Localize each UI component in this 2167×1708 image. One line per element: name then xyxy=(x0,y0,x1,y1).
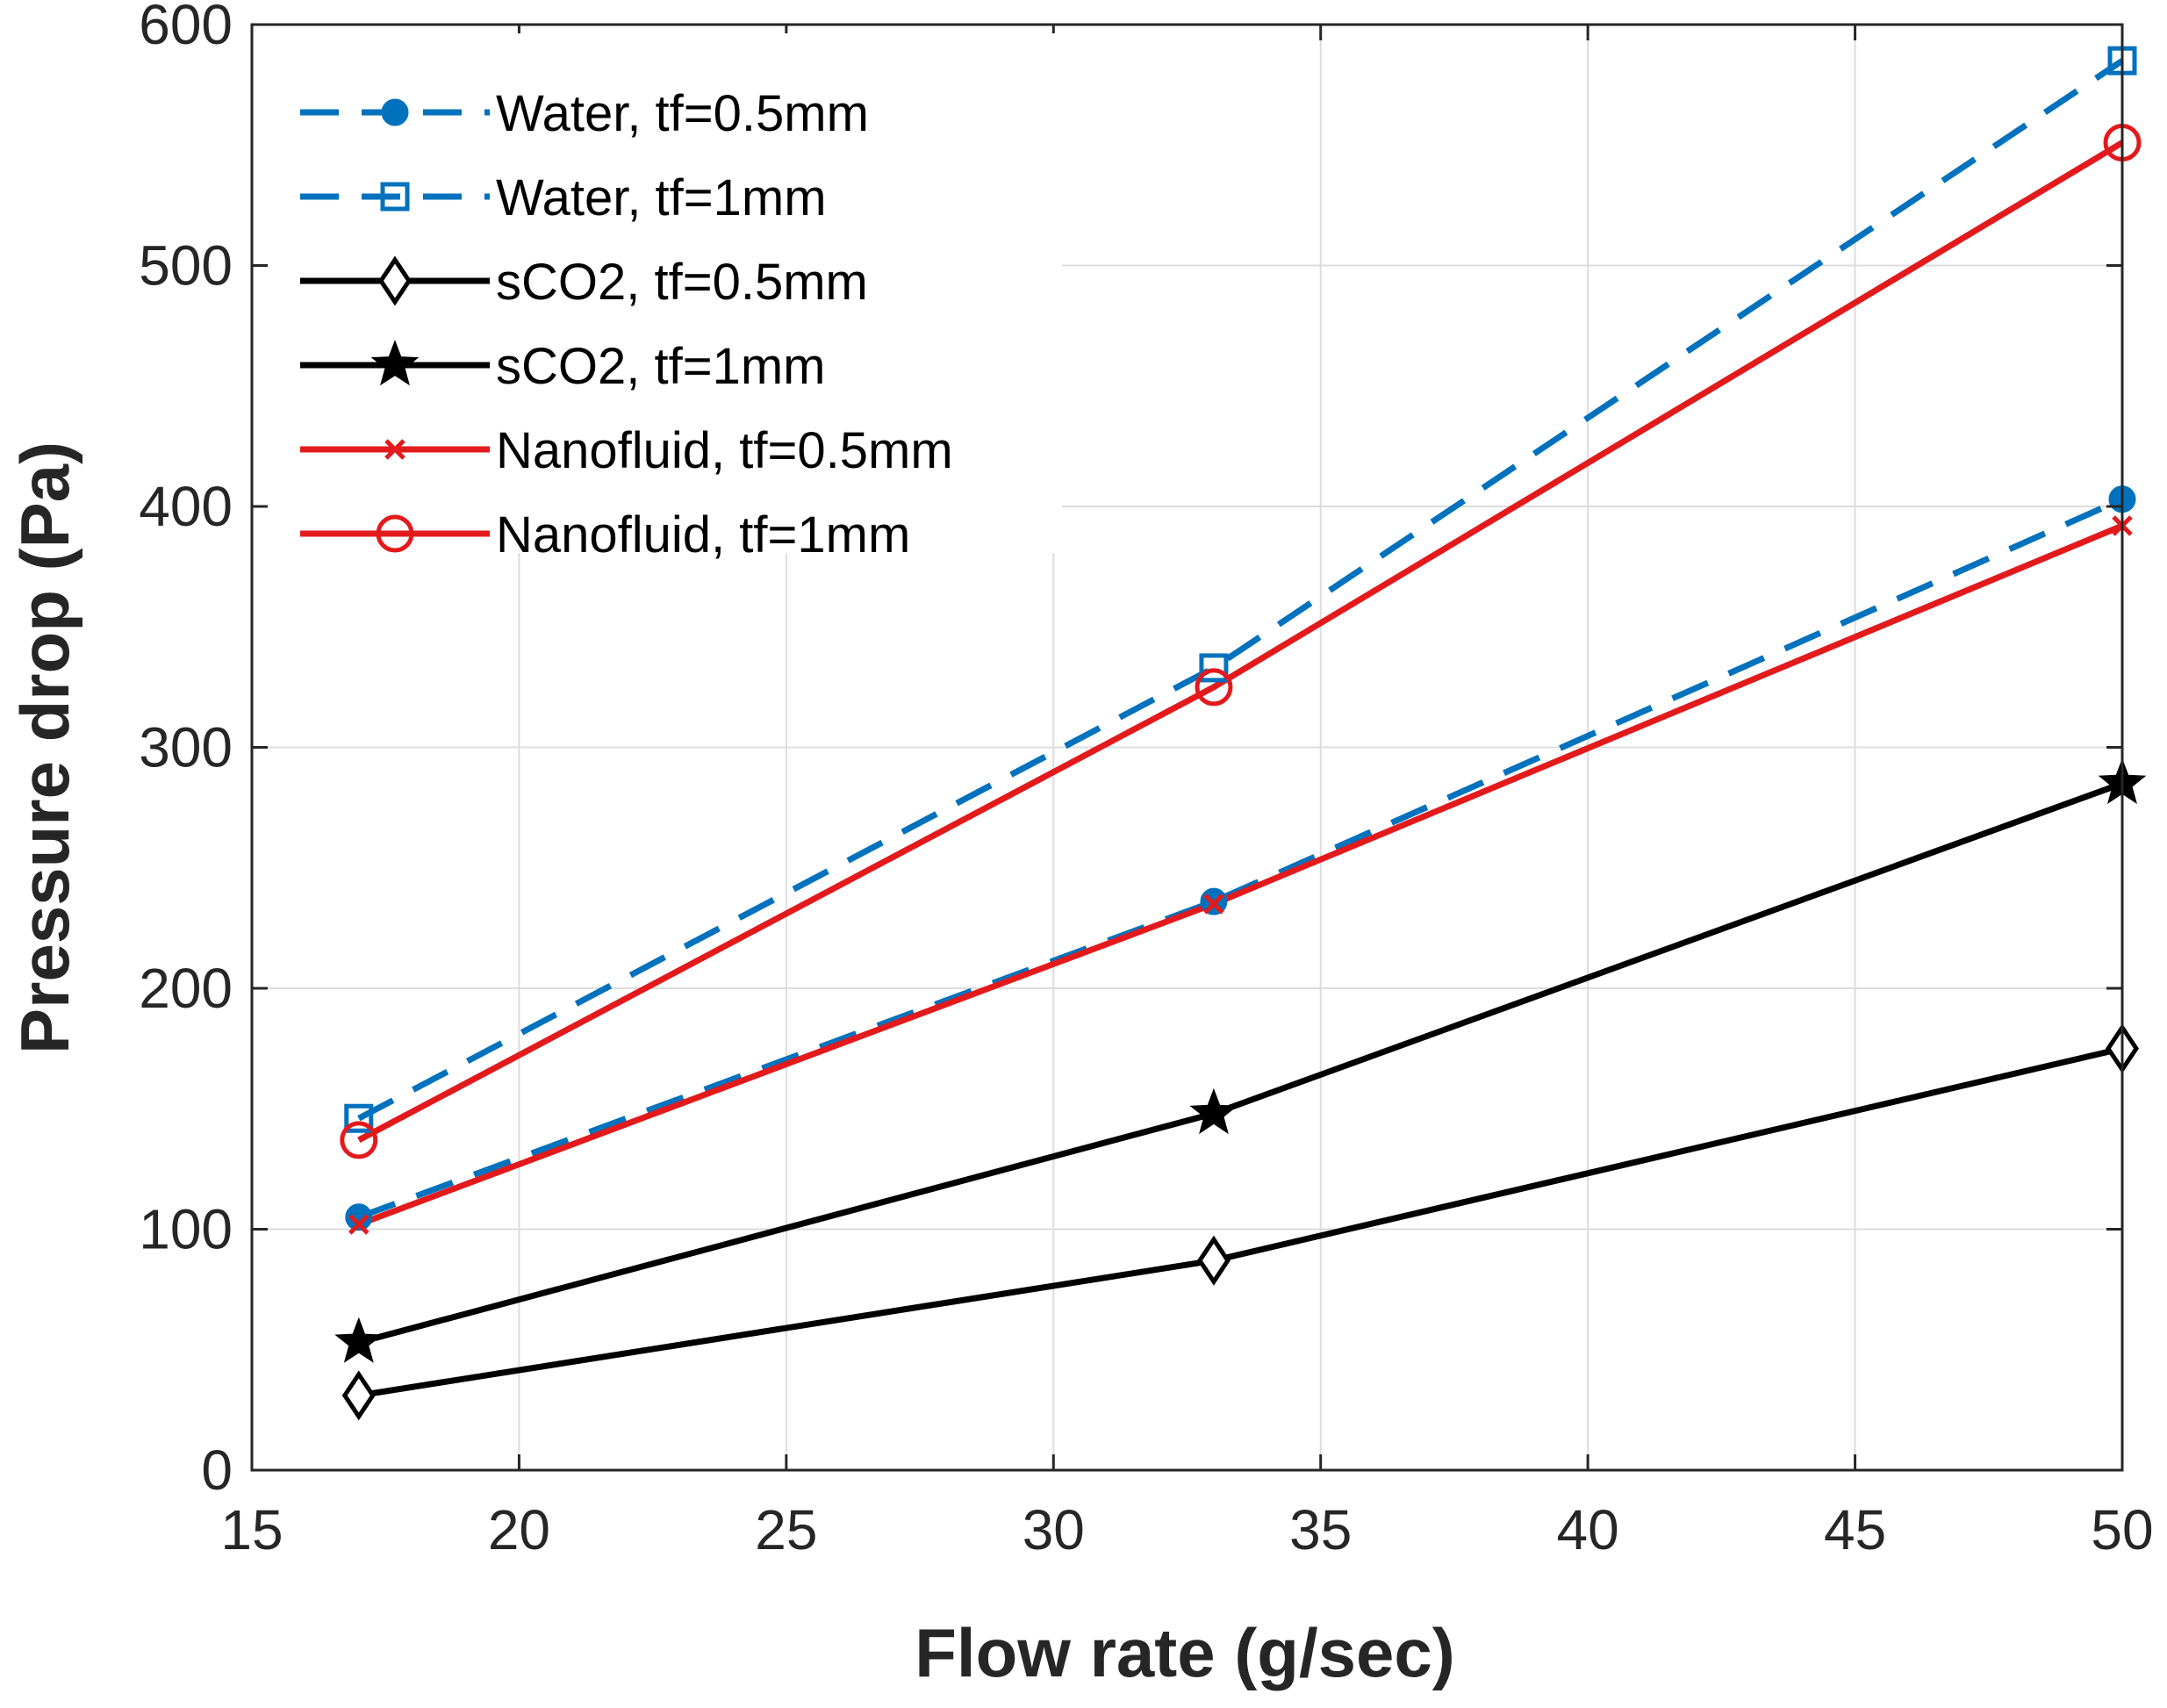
legend-label: sCO2, tf=1mm xyxy=(496,338,825,395)
legend-label: Water, tf=1mm xyxy=(496,169,827,226)
y-tick-label: 400 xyxy=(139,475,233,538)
y-tick-label: 300 xyxy=(139,716,233,779)
x-axis-title: Flow rate (g/sec) xyxy=(915,1614,1454,1691)
data-point-3-0 xyxy=(334,1317,384,1363)
legend-label: sCO2, tf=0.5mm xyxy=(496,254,868,311)
y-tick-label: 200 xyxy=(139,957,233,1020)
legend-entry-1: Water, tf=1mm xyxy=(300,169,827,226)
legend-entry-2: sCO2, tf=0.5mm xyxy=(300,254,868,311)
y-axis-title: Pressure drop (Pa) xyxy=(6,441,83,1054)
x-tick-label: 50 xyxy=(2091,1498,2153,1561)
data-point-2-0 xyxy=(341,1370,376,1421)
legend-swatch-marker xyxy=(380,182,410,212)
data-point-1-0 xyxy=(344,1103,374,1133)
legend-entry-5: Nanofluid, tf=1mm xyxy=(300,506,910,563)
x-tick-label: 25 xyxy=(755,1498,817,1561)
x-tick-label: 35 xyxy=(1289,1498,1352,1561)
legend-swatch-marker xyxy=(370,340,420,386)
legend-entry-3: sCO2, tf=1mm xyxy=(300,338,825,395)
y-tick-label: 600 xyxy=(139,0,233,56)
y-tick-label: 0 xyxy=(201,1439,233,1502)
data-point-4-0 xyxy=(348,1214,370,1235)
series-line-1 xyxy=(357,58,2124,1122)
data-point-1-1 xyxy=(1199,653,1229,683)
legend-entry-0: Water, tf=0.5mm xyxy=(300,85,869,142)
x-tick-label: 15 xyxy=(220,1498,283,1561)
legend-label: Nanofluid, tf=0.5mm xyxy=(496,422,953,479)
data-point-4-1-stroke xyxy=(1203,893,1224,915)
legend-label: Nanofluid, tf=1mm xyxy=(496,506,910,563)
series-line-5 xyxy=(357,140,2124,1143)
data-point-5-1 xyxy=(1195,668,1233,707)
x-tick-label: 40 xyxy=(1557,1498,1619,1561)
x-tick-label: 20 xyxy=(488,1498,550,1561)
data-point-3-1 xyxy=(1189,1087,1238,1135)
legend-swatch-marker xyxy=(377,255,413,306)
legend-entry-4: Nanofluid, tf=0.5mm xyxy=(300,422,953,479)
legend: Water, tf=0.5mm Water, tf=1mm sCO2, tf=0.5… xyxy=(268,33,1062,563)
y-tick-label: 500 xyxy=(139,234,233,298)
data-point-5-0 xyxy=(340,1121,378,1159)
series-line-0 xyxy=(357,496,2124,1221)
x-tick-label: 45 xyxy=(1824,1498,1886,1561)
legend-swatch-marker xyxy=(384,439,405,460)
data-point-4-1 xyxy=(1203,893,1224,915)
legend-swatch-marker-stroke xyxy=(384,439,405,460)
legend-swatch-marker xyxy=(381,98,409,126)
y-tick-label: 100 xyxy=(139,1198,233,1261)
data-point-2-1 xyxy=(1196,1235,1231,1286)
legend-swatch-marker xyxy=(376,514,414,553)
legend-label: Water, tf=0.5mm xyxy=(496,85,869,142)
data-point-0-0 xyxy=(345,1203,373,1231)
data-point-4-0-stroke xyxy=(348,1214,370,1235)
x-tick-label: 30 xyxy=(1023,1498,1085,1561)
